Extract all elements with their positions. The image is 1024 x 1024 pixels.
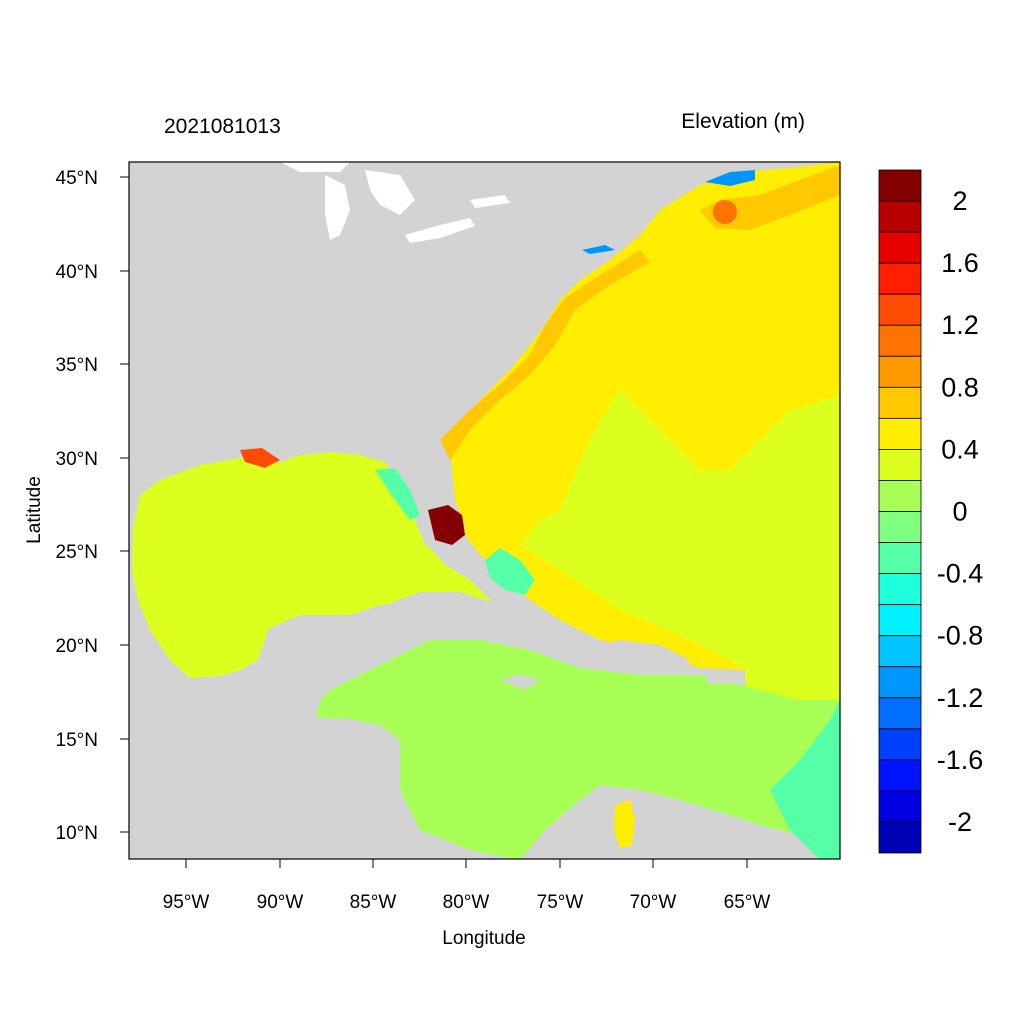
y-tick-label: 30°N (56, 449, 98, 470)
colorbar-swatch (878, 542, 922, 574)
east-coast-shelf-surge (440, 250, 650, 460)
colorbar-swatch (878, 728, 922, 761)
jamaica-land (500, 674, 540, 690)
colorbar-label: 1.6 (941, 248, 979, 278)
colorbar-label: 0.4 (941, 434, 979, 464)
colorbar-swatch (878, 169, 922, 202)
south-america-land (520, 785, 840, 859)
y-tick-label: 35°N (56, 355, 98, 376)
colorbar-swatch (878, 635, 922, 668)
map-area (129, 162, 840, 859)
colorbar-label: -1.6 (937, 745, 984, 775)
x-axis: 95°W 90°W 85°W 80°W 75°W 70°W 65°W (163, 859, 771, 913)
x-tick-label: 75°W (537, 892, 584, 913)
lake-ontario (470, 195, 510, 208)
colorbar-label: -0.4 (937, 559, 984, 589)
colorbar-swatch (878, 200, 922, 233)
florida-west-negative (375, 468, 420, 520)
south-florida-surge (428, 505, 465, 545)
lake-huron (365, 170, 415, 215)
colorbar-label: 1.2 (941, 310, 979, 340)
colorbar-swatch (878, 790, 922, 823)
lake-erie (405, 218, 475, 243)
lake-maracaibo (614, 800, 635, 848)
colorbar-swatch (878, 355, 922, 388)
x-tick-label: 65°W (724, 892, 771, 913)
y-tick-label: 40°N (56, 262, 98, 283)
caribbean-water (315, 640, 840, 859)
colorbar-swatch (878, 324, 922, 357)
colorbar-swatch (878, 511, 922, 543)
x-tick-label: 95°W (163, 892, 210, 913)
x-axis-label: Longitude (442, 928, 525, 949)
colorbar-swatch (878, 293, 922, 326)
x-tick-label: 70°W (630, 892, 677, 913)
x-tick-label: 85°W (350, 892, 397, 913)
y-tick-label: 45°N (56, 168, 98, 189)
variable-title: Elevation (m) (681, 110, 805, 133)
colorbar-swatch (878, 604, 922, 637)
colorbar-label: -0.8 (937, 621, 984, 651)
colorbar-label: -2 (948, 807, 972, 837)
lake-michigan (325, 175, 350, 240)
timestamp-title: 2021081013 (164, 115, 281, 138)
colorbar: 2 1.6 1.2 0.8 0.4 0 -0.4 -0.8 -1.2 -1.6 -2 (878, 169, 984, 854)
colorbar-swatch (878, 449, 922, 481)
lake-superior (280, 162, 350, 172)
bahamas-negative (485, 548, 535, 595)
cuba-land (385, 592, 570, 645)
colorbar-swatch (878, 262, 922, 295)
colorbar-swatch (878, 386, 922, 419)
x-tick-label: 80°W (443, 892, 490, 913)
colorbar-label: -1.2 (937, 683, 984, 713)
southeast-negative (770, 700, 840, 859)
plot-frame (128, 161, 841, 860)
louisiana-surge (240, 448, 280, 468)
puerto-rico-land (705, 673, 738, 684)
long-island-negative (582, 245, 615, 254)
y-tick-label: 15°N (56, 730, 98, 751)
colorbar-label: 2 (952, 186, 967, 216)
yucatan-land (258, 615, 335, 720)
colorbar-swatch (878, 573, 922, 606)
colorbar-swatch (878, 480, 922, 512)
y-tick-label: 25°N (56, 542, 98, 563)
central-america-land (129, 690, 459, 859)
gulf-of-maine-high (713, 200, 737, 224)
y-axis: 45°N 40°N 35°N 30°N 25°N 20°N 15°N 10°N (56, 168, 129, 844)
y-tick-label: 10°N (56, 823, 98, 844)
colorbar-swatch (878, 697, 922, 730)
colorbar-swatch (878, 417, 922, 450)
y-tick-label: 20°N (56, 636, 98, 657)
hispaniola-land (590, 640, 690, 672)
nova-scotia-negative (705, 170, 755, 186)
x-tick-label: 90°W (257, 892, 304, 913)
colorbar-swatch (878, 666, 922, 699)
colorbar-swatch (878, 759, 922, 792)
colorbar-swatch (878, 231, 922, 264)
y-axis-label: Latitude (24, 476, 45, 544)
colorbar-label: 0 (952, 497, 967, 527)
colorbar-label: 0.8 (941, 372, 979, 402)
colorbar-swatch (878, 821, 922, 854)
